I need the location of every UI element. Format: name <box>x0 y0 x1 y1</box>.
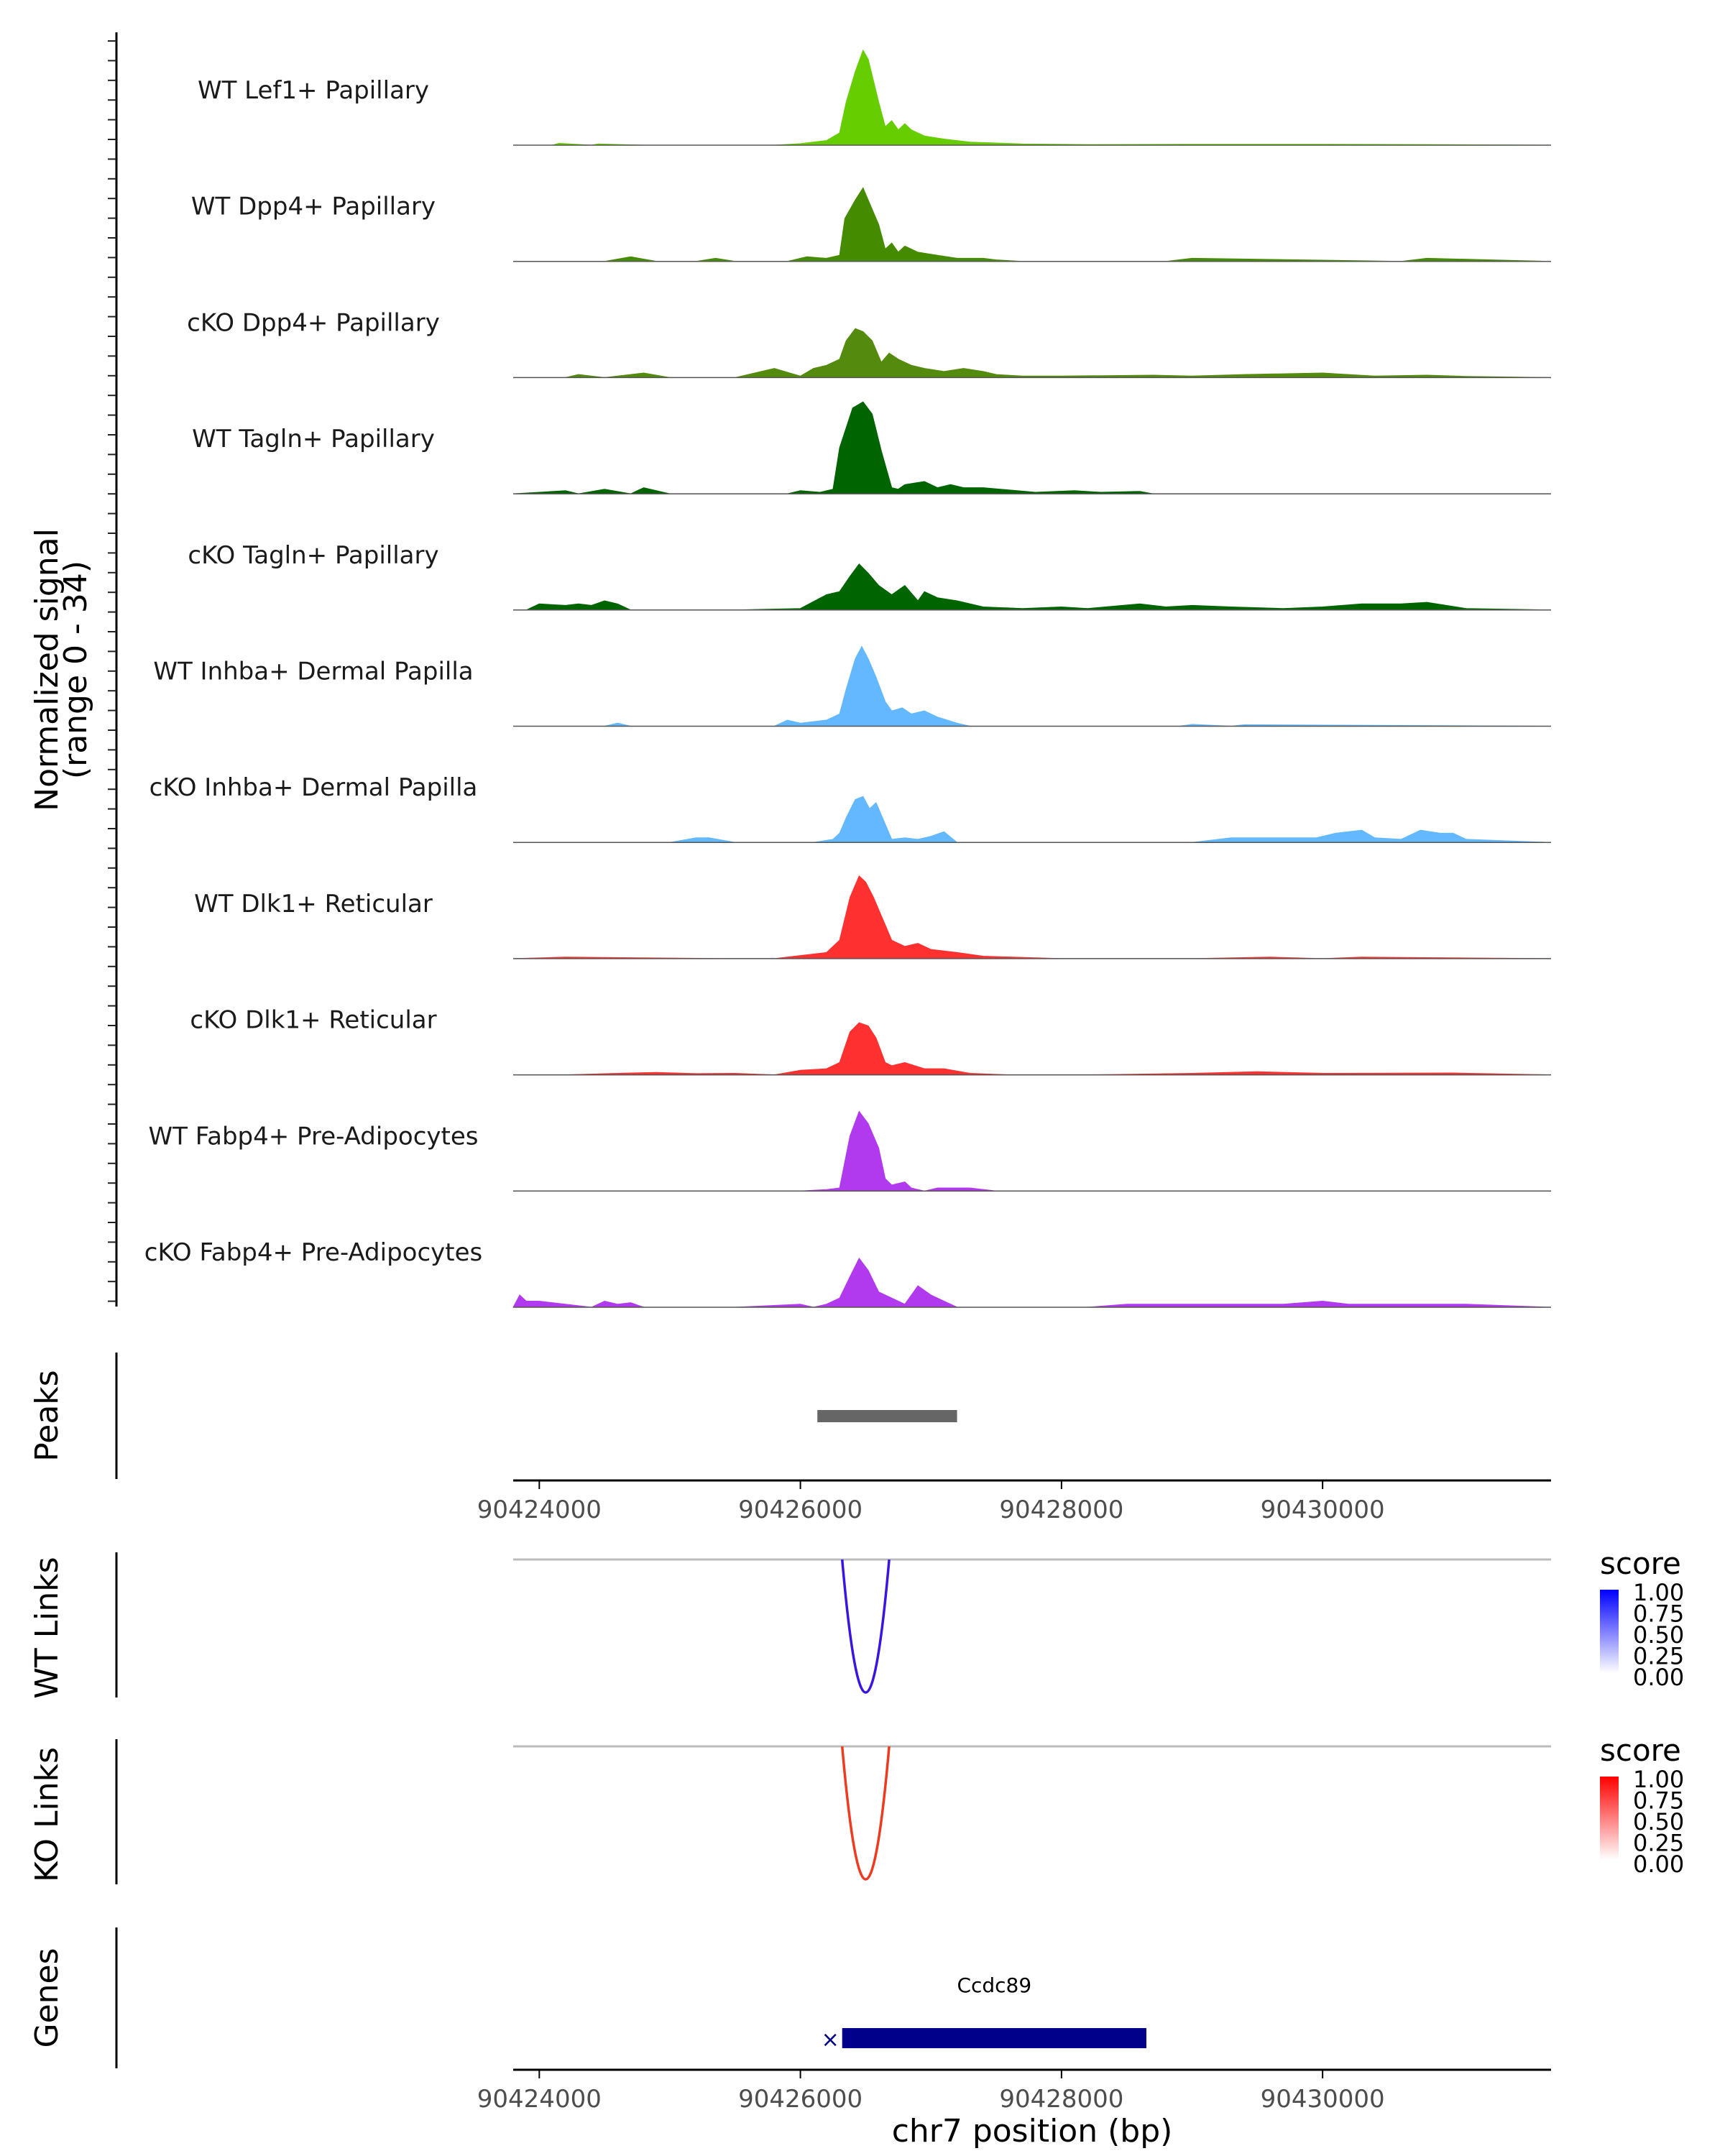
x-axis-bottom-tick-label: 90428000 <box>999 2085 1123 2114</box>
track-label: WT Lef1+ Papillary <box>198 76 429 105</box>
track-area <box>512 1257 1552 1308</box>
track-area <box>513 563 1552 611</box>
legend-tick-label: 0.75 <box>1633 1600 1684 1628</box>
y-axis-label: Normalized signal <box>29 528 65 811</box>
track-area <box>513 645 1552 727</box>
legend-colorbar <box>1600 1777 1619 1860</box>
track-label: cKO Tagln+ Papillary <box>188 541 438 570</box>
track-label: cKO Inhba+ Dermal Papilla <box>150 773 478 802</box>
legend-tick-label: 1.00 <box>1633 1579 1684 1606</box>
x-axis-top-tick-label: 90426000 <box>738 1496 862 1524</box>
legend-tick-label: 0.00 <box>1633 1664 1684 1691</box>
gene-body <box>842 2028 1146 2048</box>
legend-tick-label: 0.25 <box>1633 1830 1684 1857</box>
links-label: WT Links <box>29 1557 65 1698</box>
x-axis-label: chr7 position (bp) <box>892 2113 1173 2150</box>
legend-tick-label: 0.00 <box>1633 1851 1684 1878</box>
x-axis-bottom-tick-label: 90430000 <box>1261 2085 1385 2114</box>
genes-label: Genes <box>29 1948 65 2047</box>
track-label: WT Inhba+ Dermal Papilla <box>153 658 473 686</box>
track-area <box>513 328 1552 378</box>
gene-name-label: Ccdc89 <box>957 1973 1031 1997</box>
track-label: WT Dlk1+ Reticular <box>194 890 433 918</box>
y-axis-range-label: (range 0 - 34) <box>58 561 94 779</box>
track-label: cKO Fabp4+ Pre-Adipocytes <box>144 1238 483 1267</box>
track-label: WT Tagln+ Papillary <box>192 425 435 453</box>
legend-tick-label: 0.50 <box>1633 1621 1684 1649</box>
track-area <box>513 187 1552 262</box>
track-label: WT Fabp4+ Pre-Adipocytes <box>149 1122 479 1151</box>
links-label: KO Links <box>29 1747 65 1882</box>
track-area <box>512 875 1552 959</box>
x-axis-bottom-tick-label: 90424000 <box>477 2085 602 2114</box>
peak-bar <box>817 1410 957 1422</box>
track-area <box>513 1022 1552 1076</box>
legend-tick-label: 0.75 <box>1633 1787 1684 1815</box>
peaks-label: Peaks <box>29 1370 65 1461</box>
legend-title: score <box>1600 1546 1681 1581</box>
legend-tick-label: 0.25 <box>1633 1643 1684 1670</box>
legend-tick-label: 1.00 <box>1633 1766 1684 1793</box>
link-arc <box>840 1559 891 1694</box>
x-axis-top-tick-label: 90424000 <box>477 1496 602 1524</box>
link-arc <box>840 1746 891 1881</box>
gene-strand-marker: × <box>822 2027 840 2053</box>
x-axis-top-tick-label: 90430000 <box>1261 1496 1385 1524</box>
track-area <box>513 796 1552 843</box>
track-area <box>513 49 1552 146</box>
track-area <box>512 401 1551 494</box>
track-label: cKO Dlk1+ Reticular <box>190 1006 436 1035</box>
x-axis-bottom-tick-label: 90426000 <box>738 2085 862 2114</box>
x-axis-top-tick-label: 90428000 <box>999 1496 1123 1524</box>
track-area <box>513 1110 1551 1192</box>
legend-colorbar <box>1600 1590 1619 1673</box>
legend-tick-label: 0.50 <box>1633 1808 1684 1835</box>
track-label: cKO Dpp4+ Papillary <box>187 308 440 337</box>
legend-title: score <box>1600 1733 1681 1768</box>
track-label: WT Dpp4+ Papillary <box>191 193 436 221</box>
